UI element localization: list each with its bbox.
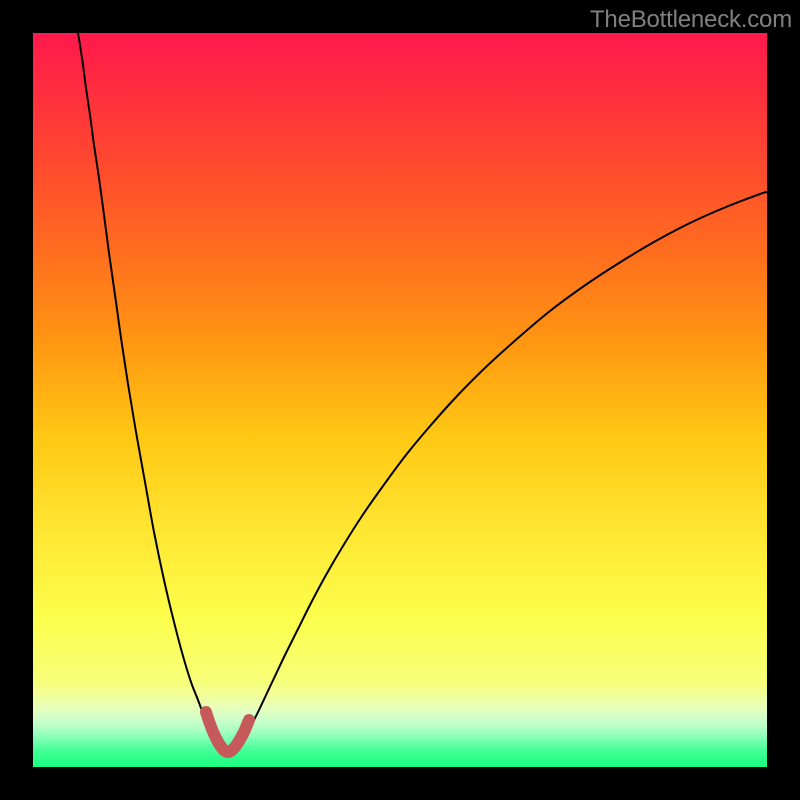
bottleneck-curve (78, 33, 767, 754)
watermark-text: TheBottleneck.com (590, 6, 792, 34)
chart-svg (0, 0, 800, 800)
valley-marker (206, 712, 249, 752)
chart-container: TheBottleneck.com (0, 0, 800, 800)
